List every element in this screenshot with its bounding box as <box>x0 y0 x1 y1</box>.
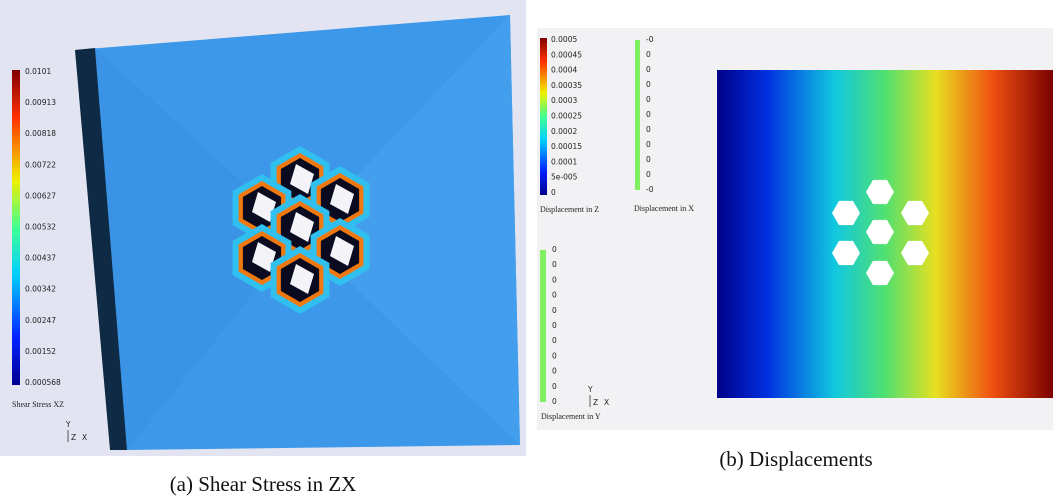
hole <box>901 200 929 226</box>
hole-face <box>290 164 314 194</box>
hole-face <box>330 236 354 266</box>
colorbar-tick-label: 0.00045 <box>551 50 582 59</box>
colorbar-tick-label: 0.00035 <box>551 81 582 90</box>
colorbar-tick-label: 0 <box>552 306 557 315</box>
colorbar-tick-label: 0.0004 <box>551 66 577 75</box>
colorbar-tick-label: 0 <box>552 321 557 330</box>
colorbar <box>540 38 547 195</box>
colorbar-title: Displacement in X <box>634 204 694 213</box>
colorbar-tick-label: 0.0001 <box>551 157 577 166</box>
colorbar-tick-label: 0 <box>646 80 651 89</box>
hole <box>832 240 860 266</box>
colorbar <box>540 250 546 402</box>
labels: 0.0101 0.00913 0.00818 0.00722 0.00627 0.0053… <box>12 35 873 496</box>
hole-cluster <box>832 179 929 286</box>
colorbar-tick-label: 0.00015 <box>551 142 582 151</box>
colorbar-tick-label: 0 <box>552 291 557 300</box>
hole-face <box>290 212 314 242</box>
colorbar-tick-label: 0.00818 <box>25 129 56 138</box>
colorbar <box>12 70 20 385</box>
hole-cluster <box>232 146 370 314</box>
colorbar-tick-label: 0 <box>552 397 557 406</box>
colorbar-tick-label: 0.00913 <box>25 98 56 107</box>
axis-label: Z <box>71 433 76 442</box>
colorbar-tick-label: 0.0005 <box>551 35 577 44</box>
colorbar-title: Displacement in Z <box>540 205 599 214</box>
colorbar-tick-label: -0 <box>646 185 654 194</box>
hole-face <box>252 192 276 222</box>
colorbar-tick-label: 0.00532 <box>25 223 56 232</box>
colorbar-title: Displacement in Y <box>541 412 601 421</box>
axis-label: X <box>82 433 87 442</box>
plate-shade <box>95 48 300 450</box>
colorbar-tick-label: 0.00342 <box>25 285 56 294</box>
hole-face <box>330 184 354 214</box>
colorbar-tick-label: 5e-005 <box>551 173 578 182</box>
colorbar-tick-label: 0.00025 <box>551 112 582 121</box>
colorbar-tick-label: 0 <box>552 245 557 254</box>
colorbar-tick-label: 0 <box>552 275 557 284</box>
hole <box>901 240 929 266</box>
colorbar-tick-label: 0 <box>646 170 651 179</box>
colorbar-tick-label: 0 <box>551 188 556 197</box>
colorbar-tick-label: 0.0101 <box>25 67 51 76</box>
colorbar-tick-label: 0 <box>646 140 651 149</box>
caption: (a) Shear Stress in ZX <box>170 472 357 496</box>
hole <box>832 200 860 226</box>
hole <box>866 179 894 205</box>
axis-label: X <box>604 398 609 407</box>
colorbar-tick-label: 0.0002 <box>551 127 577 136</box>
colorbar-tick-label: 0 <box>646 95 651 104</box>
colorbar-tick-label: 0.0003 <box>551 96 577 105</box>
hole <box>866 219 894 245</box>
hole <box>866 260 894 286</box>
colorbar-tick-label: 0 <box>646 155 651 164</box>
colorbar-tick-label: 0 <box>552 367 557 376</box>
colorbar-tick-label: 0 <box>552 351 557 360</box>
colorbar-tick-label: -0 <box>646 35 654 44</box>
colorbar-tick-label: 0 <box>552 336 557 345</box>
colorbar-tick-label: 0.000568 <box>25 378 61 387</box>
colorbar-tick-label: 0 <box>646 65 651 74</box>
colorbar-tick-label: 0.00437 <box>25 254 56 263</box>
colorbar-title: Shear Stress XZ <box>12 400 64 409</box>
colorbar-tick-label: 0.00247 <box>25 316 56 325</box>
colorbar-tick-label: 0 <box>646 50 651 59</box>
colorbar <box>635 40 640 190</box>
colorbar-tick-label: 0.00627 <box>25 191 56 200</box>
colorbar-tick-label: 0 <box>552 260 557 269</box>
colorbar-tick-label: 0 <box>646 125 651 134</box>
axis-label: Y <box>587 385 593 394</box>
plate-edge <box>75 48 127 450</box>
axis-label: Z <box>593 398 598 407</box>
axis-label: Y <box>65 420 71 429</box>
hole-face <box>290 264 314 294</box>
colorbar-tick-label: 0 <box>646 110 651 119</box>
plate-shade <box>300 15 520 445</box>
colorbar-tick-label: 0.00722 <box>25 160 56 169</box>
hole-face <box>252 242 276 272</box>
colorbar-tick-label: 0 <box>552 382 557 391</box>
caption: (b) Displacements <box>719 447 872 471</box>
colorbar-tick-label: 0.00152 <box>25 347 56 356</box>
